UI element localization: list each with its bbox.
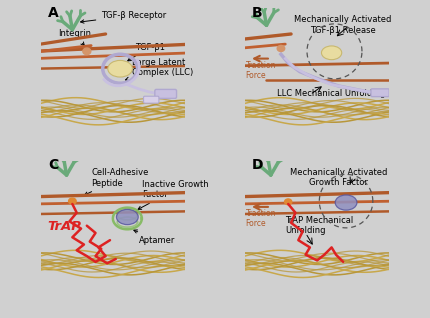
Ellipse shape: [69, 198, 76, 204]
Text: Mechanically Activated
Growth Factor: Mechanically Activated Growth Factor: [290, 168, 387, 187]
Ellipse shape: [285, 199, 292, 205]
Text: TrAP: TrAP: [48, 220, 82, 233]
Text: TGF-β1: TGF-β1: [128, 43, 165, 61]
Text: Large Latent
Complex (LLC): Large Latent Complex (LLC): [126, 58, 193, 80]
Text: TGF-β Receptor: TGF-β Receptor: [80, 11, 166, 23]
Text: Mechanically Activated
TGF-β1 Release: Mechanically Activated TGF-β1 Release: [295, 15, 392, 35]
Text: TrAP Mechanical
Unfolding: TrAP Mechanical Unfolding: [285, 216, 353, 235]
Text: Traction
Force: Traction Force: [246, 209, 276, 228]
Text: Cell-Adhesive
Peptide: Cell-Adhesive Peptide: [85, 168, 148, 195]
Text: D: D: [252, 158, 264, 172]
Ellipse shape: [277, 45, 285, 52]
Text: A: A: [48, 6, 58, 20]
Text: C: C: [48, 158, 58, 172]
Ellipse shape: [335, 195, 357, 210]
FancyBboxPatch shape: [144, 96, 159, 103]
Text: Inactive Growth
Factor: Inactive Growth Factor: [138, 180, 209, 210]
FancyBboxPatch shape: [371, 89, 389, 97]
Ellipse shape: [108, 60, 132, 77]
Text: Aptamer: Aptamer: [134, 230, 175, 245]
FancyBboxPatch shape: [155, 89, 177, 98]
Text: LLC Mechanical Unfolding: LLC Mechanical Unfolding: [276, 89, 385, 98]
Ellipse shape: [322, 46, 342, 60]
Ellipse shape: [117, 210, 138, 225]
Text: B: B: [252, 6, 263, 20]
Text: Traction
Force: Traction Force: [246, 61, 276, 80]
Text: Integrin: Integrin: [58, 30, 91, 45]
Ellipse shape: [83, 48, 91, 55]
